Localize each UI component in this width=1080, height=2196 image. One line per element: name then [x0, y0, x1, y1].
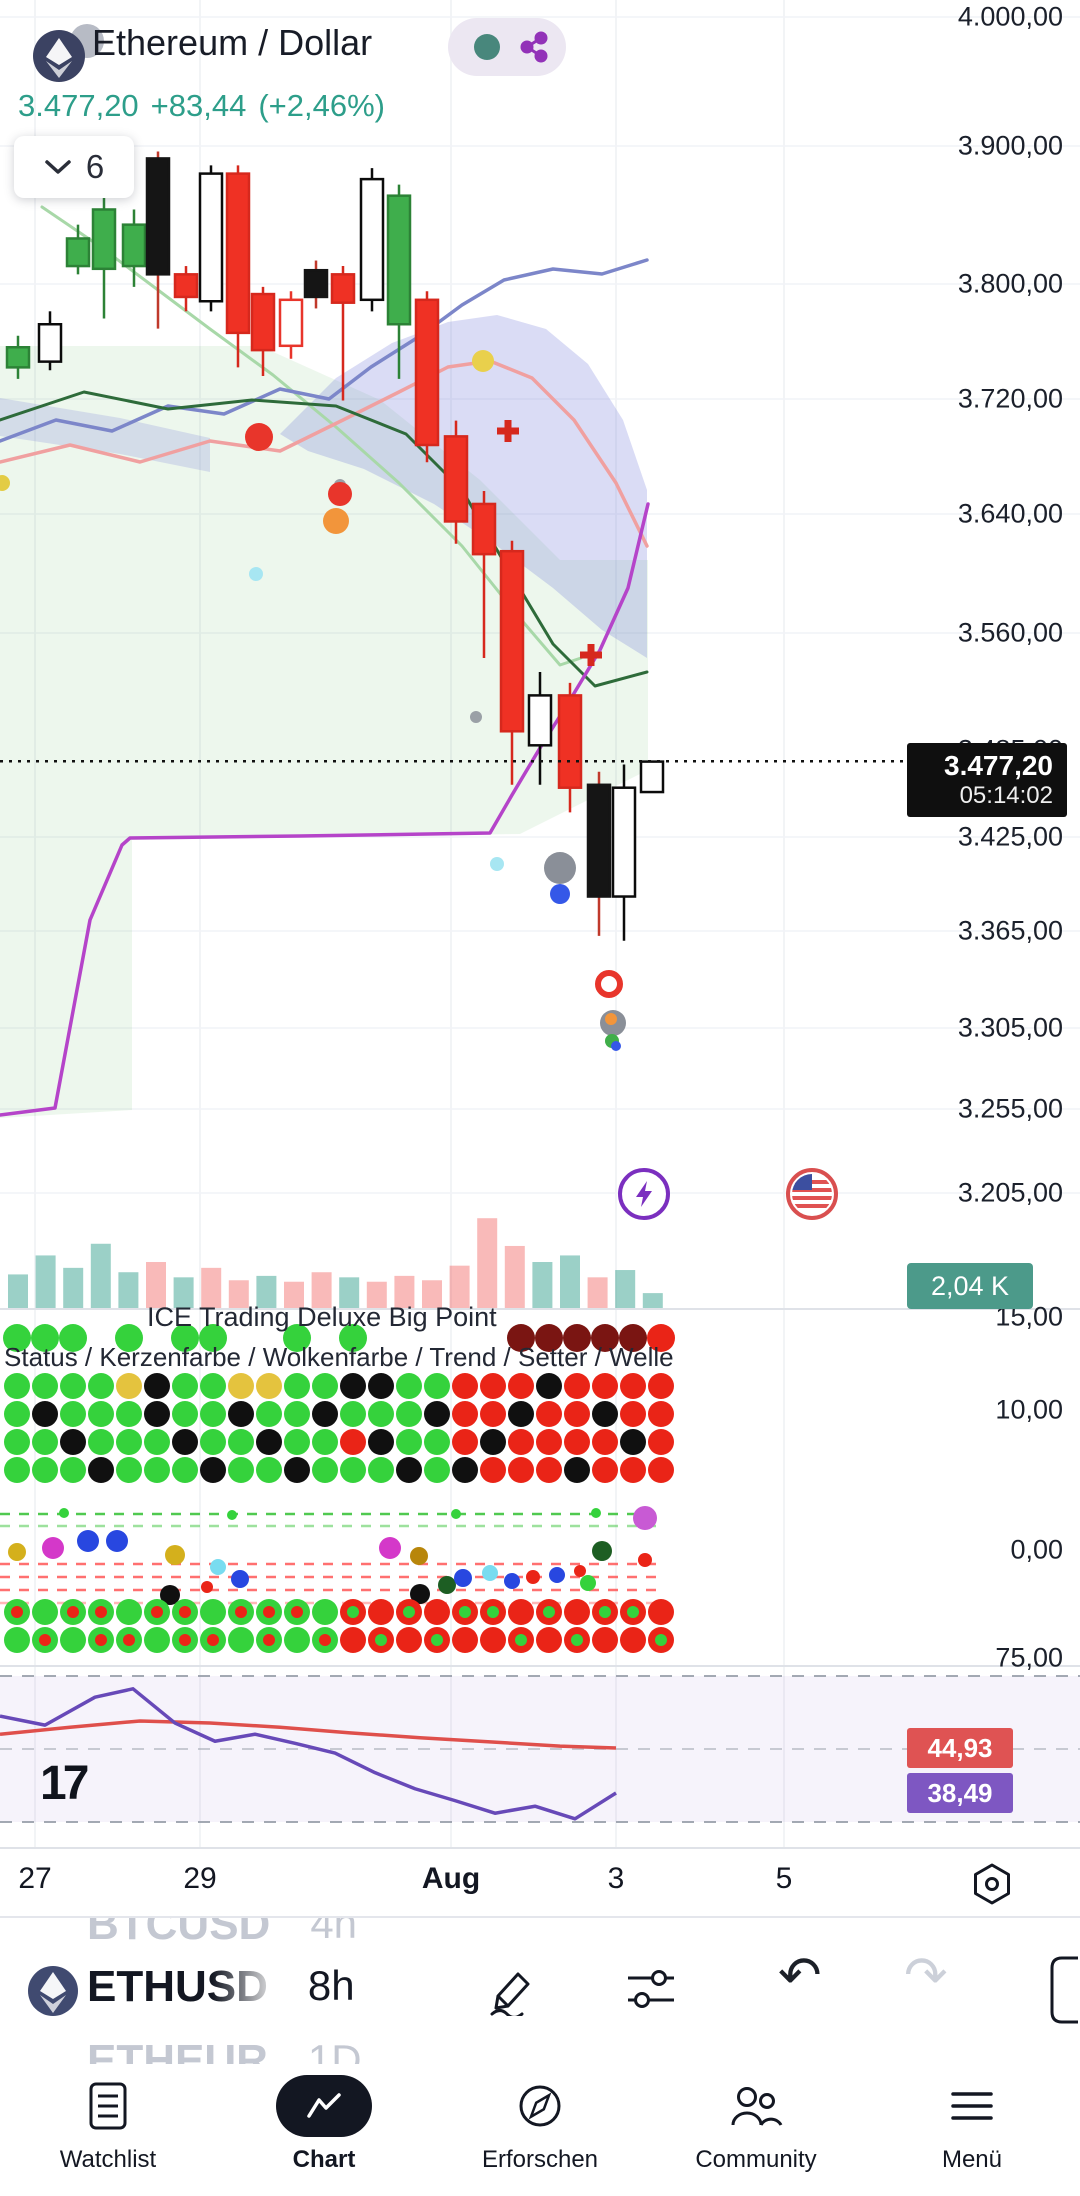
undo-icon[interactable]: ↶ — [778, 1947, 822, 2005]
nav-chart[interactable]: Chart — [216, 2068, 432, 2196]
blue-ma — [0, 258, 649, 443]
rsi-tag-purple: 38,49 — [907, 1773, 1013, 1813]
indicator-collapse-chip[interactable]: 6 — [14, 136, 134, 198]
tag-price: 3.477,20 — [944, 750, 1053, 781]
nav-menu[interactable]: Menü — [864, 2068, 1080, 2196]
compass-icon — [519, 2085, 561, 2127]
time-label: Aug — [421, 1862, 481, 1895]
candlestick-series — [5, 151, 665, 941]
axis-label: 3.255,00 — [957, 1093, 1063, 1124]
light-green-ma — [40, 205, 583, 667]
nav-menu-label: Menü — [941, 2146, 1003, 2173]
next-timeframe: 1D — [307, 2036, 362, 2064]
tradingview-watermark: 17 — [40, 1757, 89, 1810]
nav-explore[interactable]: Erforschen — [432, 2068, 648, 2196]
rsi-pane — [0, 1675, 1080, 1823]
indicator-subtitle[interactable]: Status / Kerzenfarbe / Wolkenfarbe / Tre… — [4, 1342, 674, 1372]
indicator-title[interactable]: ICE Trading Deluxe Big Point — [147, 1302, 497, 1332]
collapsed-count: 6 — [85, 148, 105, 185]
rsi-tag-red: 44,93 — [907, 1728, 1013, 1768]
axis-label: 75,00 — [995, 1642, 1063, 1673]
lightning-badge[interactable] — [618, 1168, 670, 1220]
axis-label: 3.640,00 — [957, 498, 1063, 529]
nav-watchlist-label: Watchlist — [59, 2146, 157, 2173]
tag-countdown: 05:14:02 — [959, 782, 1053, 809]
volume-value: 2,04 K — [930, 1270, 1010, 1301]
axis-label: 3.560,00 — [957, 617, 1063, 648]
share-icon[interactable] — [520, 31, 548, 63]
axis-label: 4.000,00 — [957, 1, 1063, 32]
last-price: 3.477,20 — [18, 88, 139, 123]
axis-label: 0,00 — [1010, 1534, 1063, 1565]
time-label: 27 — [18, 1862, 52, 1895]
teal-dot-toggle[interactable] — [474, 34, 500, 60]
signal-markers — [0, 350, 626, 1051]
magenta-line — [0, 502, 650, 1117]
grid — [0, 0, 1080, 1848]
axis-label: 3.720,00 — [957, 383, 1063, 414]
current-timeframe: 8h — [307, 1962, 355, 2009]
indicator-settings-icon[interactable] — [626, 1966, 676, 2012]
axis-label: 3.365,00 — [957, 915, 1063, 946]
eth-symbol-icon — [28, 1966, 78, 2016]
fullscreen-icon[interactable] — [1044, 1954, 1080, 2026]
nav-community[interactable]: Community — [648, 2068, 864, 2196]
time-label: 29 — [183, 1862, 217, 1895]
active-nav-pill — [276, 2075, 372, 2137]
watchlist-icon — [89, 2082, 127, 2130]
prev-symbol: BTCUSD — [87, 1916, 271, 1949]
dark-green-ma — [0, 390, 649, 688]
axis-label: 3.425,00 — [957, 821, 1063, 852]
price-summary: 3.477,20 +83,44 (+2,46%) — [18, 88, 385, 124]
symbol-picker-prev[interactable]: BTCUSD 4h — [87, 1916, 358, 1950]
nav-chart-label: Chart — [292, 2146, 356, 2173]
axis-label: 3.900,00 — [957, 130, 1063, 161]
prev-timeframe: 4h — [310, 1916, 358, 1947]
axis-label: 3.800,00 — [957, 268, 1063, 299]
next-symbol: ETHEUR — [87, 2036, 268, 2064]
rsi-red-value: 44,93 — [927, 1732, 993, 1763]
salmon-ma — [0, 359, 649, 548]
axis-label: 10,00 — [995, 1394, 1063, 1425]
nav-community-label: Community — [695, 2146, 817, 2173]
symbol-picker-next[interactable]: ETHEUR 1D — [87, 2036, 362, 2064]
price-change: +83,44 — [150, 88, 247, 123]
nav-explore-label: Erforschen — [481, 2146, 599, 2173]
hamburger-menu-icon — [951, 2092, 993, 2120]
volume-series — [8, 1218, 663, 1308]
chevron-down-icon — [45, 160, 71, 174]
ice-indicator-pane — [0, 1324, 675, 1653]
toggle-icons — [474, 31, 548, 63]
axis-label: 3.205,00 — [957, 1177, 1063, 1208]
flag-badge[interactable] — [786, 1168, 838, 1220]
scale-settings-icon[interactable] — [966, 1858, 1018, 1910]
chart-icon — [307, 2093, 341, 2118]
draw-tool-icon[interactable] — [486, 1962, 538, 2016]
redo-icon: ↷ — [904, 1947, 948, 2005]
page-title[interactable]: Ethereum / Dollar — [92, 22, 373, 63]
time-scale[interactable]: 27 29 Aug 3 5 — [0, 1850, 905, 1914]
volume-value-tag: 2,04 K — [907, 1263, 1033, 1309]
symbol-toolbar: BTCUSD 4h ETHUSD 8h ETHEUR 1D — [0, 1916, 1080, 2064]
time-label: 5 — [775, 1862, 793, 1895]
chart-style-toggles — [448, 18, 566, 76]
nav-watchlist[interactable]: Watchlist — [0, 2068, 216, 2196]
chart-canvas[interactable] — [0, 0, 1080, 1905]
rsi-purple-line — [0, 1687, 617, 1821]
price-change-pct: (+2,46%) — [258, 88, 386, 123]
rsi-purple-value: 38,49 — [927, 1777, 993, 1808]
axis-label: 3.305,00 — [957, 1012, 1063, 1043]
bottom-navigation: Watchlist Chart Erforschen — [0, 2068, 1080, 2196]
current-price-tag: 3.477,20 05:14:02 — [907, 743, 1067, 817]
ethereum-logo — [33, 24, 104, 82]
symbol-fade-overlay — [212, 1954, 304, 2018]
community-icon — [731, 2087, 783, 2126]
time-label: 3 — [607, 1862, 625, 1895]
rsi-red-line — [0, 1719, 617, 1750]
indicator-overlays — [0, 205, 650, 1118]
